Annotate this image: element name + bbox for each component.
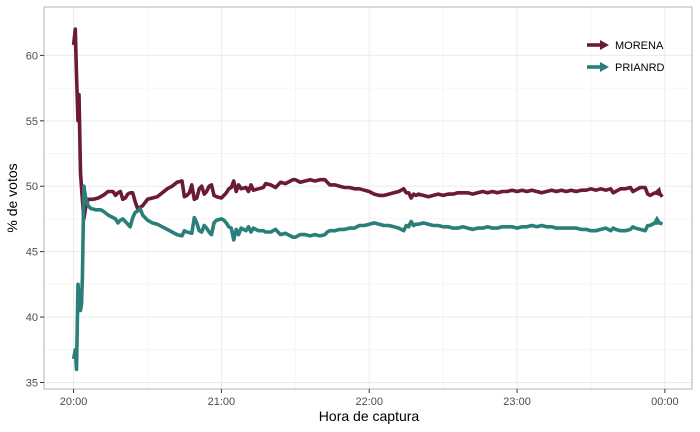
x-tick-label: 22:00 [355,396,383,408]
series-layer [71,27,664,372]
x-tick-label: 21:00 [208,396,236,408]
y-tick-label: 35 [26,377,38,389]
x-axis-title: Hora de captura [319,408,420,424]
x-axis: 20:00 21:00 22:00 23:00 00:00 [60,389,679,408]
legend-key-arrow-morena [600,40,609,50]
legend-key-arrow-prianrd [600,62,609,72]
y-tick-label: 45 [26,247,38,259]
y-tick-label: 60 [26,50,38,62]
x-tick-label: 00:00 [651,396,679,408]
legend-label-prianrd: PRIANRD [615,62,665,74]
x-tick-label: 20:00 [60,396,88,408]
series-arrowhead-morena [652,186,663,197]
series-line-morena [71,27,664,221]
y-tick-label: 55 [26,116,38,128]
panel-border [43,6,693,390]
y-axis-title: % de votos [4,163,20,232]
legend: MORENA PRIANRD [587,40,665,74]
y-tick-label: 40 [26,312,38,324]
x-tick-label: 23:00 [503,396,531,408]
y-tick-label: 50 [26,181,38,193]
y-axis: 35 40 45 50 55 60 [26,50,44,389]
series-line-prianrd [71,184,664,372]
series-arrowhead-prianrd [652,215,663,225]
legend-label-morena: MORENA [615,40,664,52]
